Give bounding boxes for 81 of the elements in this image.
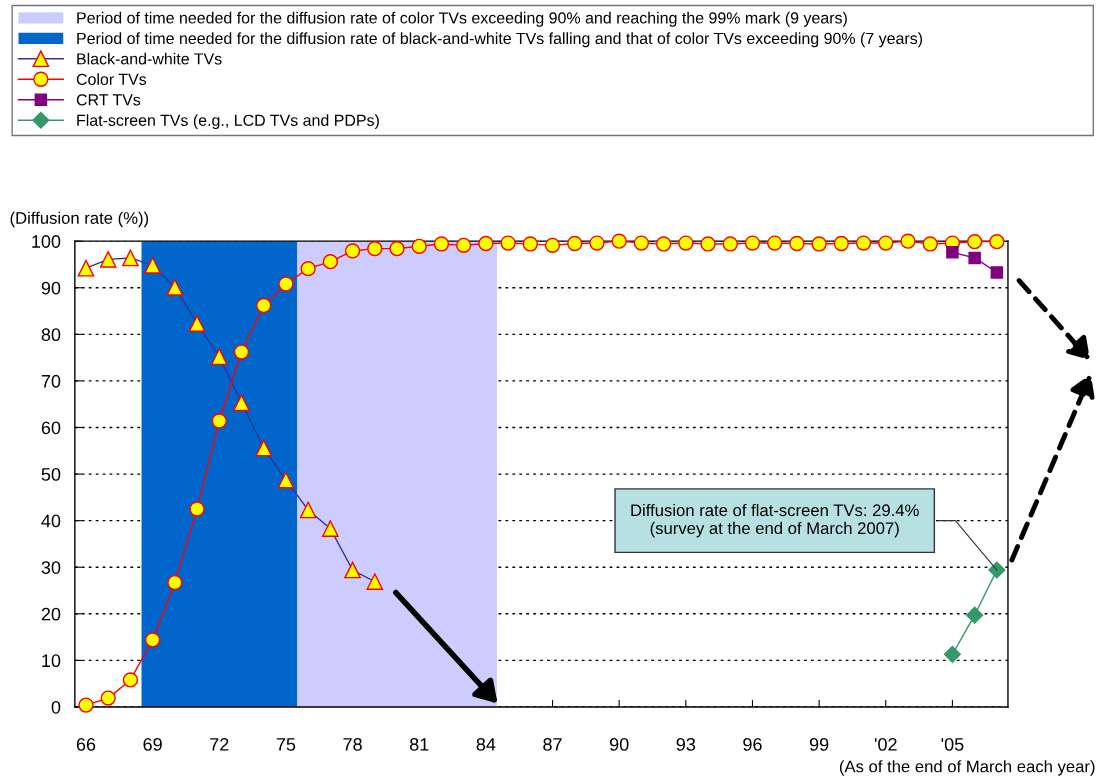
point [744,235,761,251]
point [811,236,827,252]
x-tick-label: 93 [676,738,696,751]
point [144,632,161,648]
point [633,235,650,251]
point [900,233,916,249]
y-tick-label: 30 [41,561,61,574]
point [100,690,116,706]
x-tick-label: '02 [874,738,897,751]
point [233,344,250,360]
point [943,645,961,663]
point [967,234,983,250]
point [946,246,959,259]
y-tick-label: 90 [41,281,61,295]
legend-label: Period of time needed for the diffusion rate of black-and-white TVs falling and that of color TVs exceeding 90% (7 years) [77,32,923,48]
y-tick-label: 40 [41,514,61,528]
point [322,254,338,270]
point [500,235,516,251]
y-tick-label: 100 [32,235,61,248]
point [78,697,94,713]
x-tick-label: 72 [210,738,229,751]
point [989,234,1005,250]
point [344,243,361,259]
point [278,276,294,292]
y-tick-label: 10 [42,654,61,668]
point [855,235,872,251]
legend-label: Period of time needed for the diffusion rate of color TVs exceeding 90% and reaching the 99% mark (9 years) [77,11,847,27]
legend-label: Color TVs [76,73,147,86]
y-tick-label: 20 [41,607,61,621]
point [789,235,805,252]
point [567,235,583,252]
y-axis-title: (Diffusion rate (%)) [10,211,149,228]
x-tick-label: 66 [76,738,96,751]
point [968,251,981,265]
y-tick-label: 80 [41,328,61,342]
x-tick-label: 81 [409,738,429,751]
point [678,235,694,251]
x-tick-label: 90 [609,738,629,751]
x-tick-label: 99 [809,738,829,751]
point [411,238,427,254]
point [700,236,716,252]
point [611,233,627,249]
x-axis-title: (As of the end of March each year) [839,760,1095,776]
point [722,236,738,252]
point [833,235,849,252]
y-tick-label: 50 [41,468,61,481]
point [300,261,316,277]
point [167,574,183,591]
point [655,236,672,252]
x-tick-label: 96 [743,738,762,751]
y-tick-label: 60 [41,421,61,435]
point [367,240,383,257]
x-tick-label: 69 [143,738,162,751]
point [922,236,938,252]
point [878,235,894,251]
legend-label: Black-and-white TVs [77,52,222,65]
point [589,235,605,251]
x-tick-label: 84 [476,738,496,751]
point [189,501,205,517]
point [966,606,984,624]
point [433,236,450,252]
x-tick-label: '05 [941,738,964,751]
point [478,235,494,252]
point [211,413,227,429]
point [456,237,472,254]
point [256,297,272,314]
annotation: Diffusion rate of flat-screen TVs: 29.4% (survey at the end of March 2007) [631,503,919,538]
legend-label: CRT TVs [76,94,141,106]
point [988,561,1006,579]
x-tick-label: 87 [543,738,562,751]
point [767,235,783,251]
x-tick-label: 78 [343,738,362,751]
point [544,237,561,254]
point [389,240,405,257]
point [522,236,538,252]
x-tick-label: 75 [276,738,296,751]
point [122,672,139,688]
y-tick-label: 70 [41,374,61,388]
legend-label: Flat-screen TVs (e.g., LCD TVs and PDPs) [77,114,379,130]
y-tick-label: 0 [51,700,61,714]
point [990,266,1004,279]
